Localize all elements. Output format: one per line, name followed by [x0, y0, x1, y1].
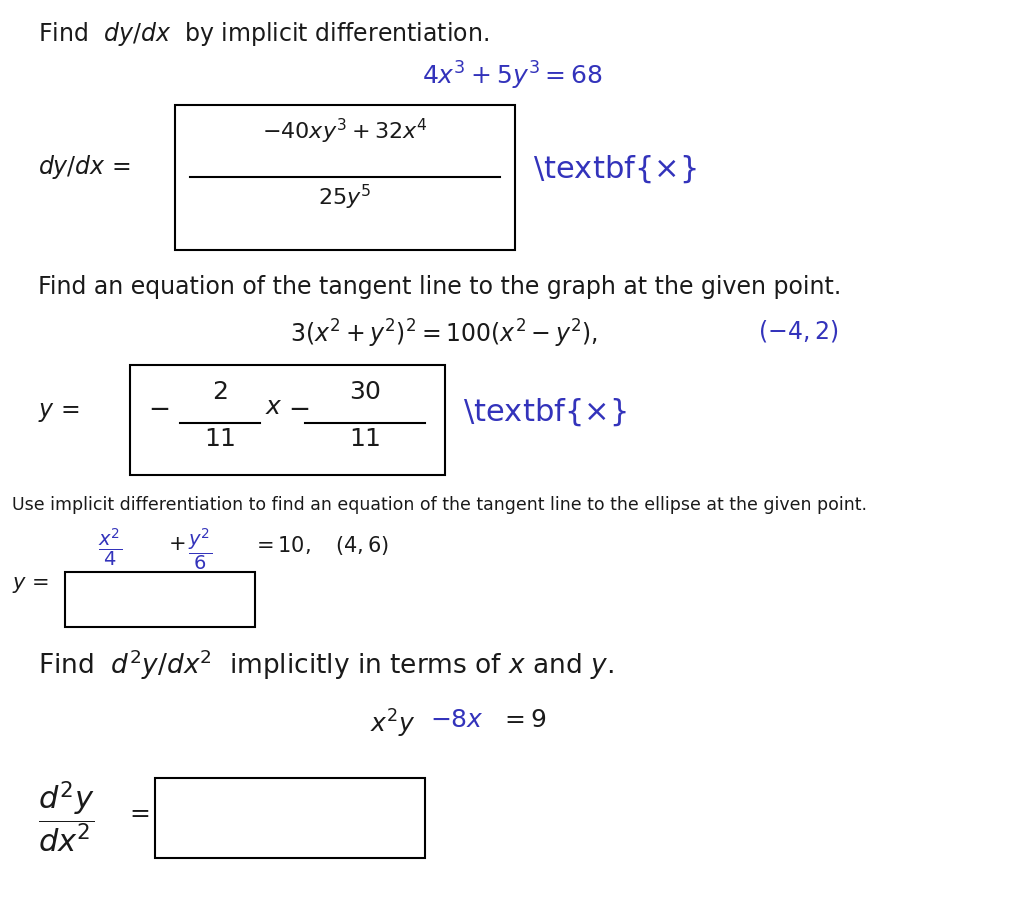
- Text: $x^2y$: $x^2y$: [370, 708, 416, 740]
- Text: \textbf{$\times$}: \textbf{$\times$}: [463, 396, 627, 428]
- Text: $3(x^2 + y^2)^2 = 100(x^2 - y^2),$: $3(x^2 + y^2)^2 = 100(x^2 - y^2),$: [290, 318, 598, 350]
- Text: $y$ =: $y$ =: [12, 575, 49, 595]
- Text: Find  $d^2y/dx^2$  implicitly in terms of $x$ and $y$.: Find $d^2y/dx^2$ implicitly in terms of …: [38, 648, 613, 682]
- Text: $30$: $30$: [349, 380, 381, 404]
- Text: $25y^5$: $25y^5$: [318, 183, 372, 212]
- Text: $2$: $2$: [212, 380, 227, 404]
- Text: Use implicit differentiation to find an equation of the tangent line to the elli: Use implicit differentiation to find an …: [12, 496, 867, 514]
- Text: $11$: $11$: [349, 427, 381, 451]
- Text: $- 8x$: $- 8x$: [430, 708, 484, 732]
- Text: $x$: $x$: [265, 395, 283, 419]
- Text: $\dfrac{y^2}{6}$: $\dfrac{y^2}{6}$: [188, 526, 212, 572]
- Bar: [155, 778, 425, 858]
- Text: $dy/dx$ =: $dy/dx$ =: [38, 153, 131, 181]
- Text: $4x^3 + 5y^3 = 68$: $4x^3 + 5y^3 = 68$: [422, 60, 602, 92]
- Text: $11$: $11$: [204, 427, 236, 451]
- Text: $=$: $=$: [125, 800, 151, 824]
- Text: $= 10,$: $= 10,$: [252, 534, 311, 556]
- Text: $\dfrac{d^2y}{dx^2}$: $\dfrac{d^2y}{dx^2}$: [38, 780, 94, 856]
- Text: $-40xy^3 + 32x^4$: $-40xy^3 + 32x^4$: [262, 117, 428, 146]
- Text: \textbf{$\times$}: \textbf{$\times$}: [534, 153, 696, 185]
- Text: $\dfrac{x^2}{4}$: $\dfrac{x^2}{4}$: [98, 526, 122, 568]
- Text: $-$: $-$: [288, 395, 309, 421]
- Text: $(4, 6)$: $(4, 6)$: [335, 534, 389, 557]
- Bar: [175, 105, 515, 250]
- Text: Find  $dy/dx$  by implicit differentiation.: Find $dy/dx$ by implicit differentiation…: [38, 20, 489, 48]
- Text: $-$: $-$: [148, 395, 169, 421]
- Text: $+$: $+$: [168, 534, 185, 554]
- Text: $(-4, 2)$: $(-4, 2)$: [758, 318, 839, 344]
- Bar: [130, 365, 445, 475]
- Bar: [65, 572, 255, 627]
- Text: $= 9$: $= 9$: [500, 708, 547, 732]
- Text: Find an equation of the tangent line to the graph at the given point.: Find an equation of the tangent line to …: [38, 275, 842, 299]
- Text: $y$ =: $y$ =: [38, 400, 79, 424]
